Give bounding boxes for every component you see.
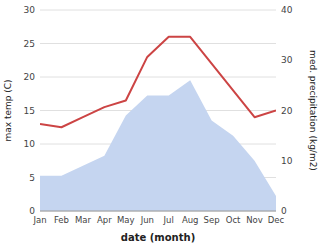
grid-line bbox=[40, 77, 276, 78]
y-tick-label: 10 bbox=[24, 139, 36, 149]
x-tick-label: Jun bbox=[140, 215, 154, 225]
y2-axis-title: med. precipitation (kg/m2) bbox=[308, 50, 318, 171]
x-tick-label: Apr bbox=[97, 215, 112, 225]
x-axis-line bbox=[40, 211, 276, 212]
y-tick-label: 25 bbox=[24, 39, 35, 49]
x-tick-label: Mar bbox=[75, 215, 92, 225]
x-tick-label: Feb bbox=[54, 215, 69, 225]
x-tick-label: Aug bbox=[182, 215, 199, 225]
plot-area bbox=[40, 37, 276, 211]
x-axis-title: date (month) bbox=[121, 232, 195, 243]
line bbox=[40, 37, 276, 127]
y-tick-label: 20 bbox=[24, 72, 36, 82]
chart-container: 051015202530010203040JanFebMarAprMayJunJ… bbox=[0, 0, 318, 247]
y-tick-label: 30 bbox=[24, 5, 36, 15]
y2-tick-label: 40 bbox=[281, 5, 293, 15]
x-tick-label: May bbox=[117, 215, 135, 225]
chart: 051015202530010203040JanFebMarAprMayJunJ… bbox=[0, 0, 318, 247]
y-tick-label: 15 bbox=[24, 106, 35, 116]
y-tick-label: 5 bbox=[29, 173, 35, 183]
y2-tick-label: 20 bbox=[281, 106, 293, 116]
x-tick-label: Nov bbox=[246, 215, 263, 225]
x-tick-label: Oct bbox=[226, 215, 241, 225]
x-tick-label: Dec bbox=[268, 215, 285, 225]
grid-line bbox=[40, 211, 276, 212]
grid-line bbox=[40, 10, 276, 11]
y2-tick-label: 30 bbox=[281, 55, 293, 65]
grid-line bbox=[40, 43, 276, 44]
y2-tick-label: 10 bbox=[281, 156, 293, 166]
x-tick-label: Jul bbox=[163, 215, 174, 225]
grid bbox=[40, 10, 276, 211]
x-tick-label: Sep bbox=[204, 215, 220, 225]
y-axis-title: max temp (C) bbox=[3, 79, 13, 141]
x-tick-label: Jan bbox=[32, 215, 46, 225]
